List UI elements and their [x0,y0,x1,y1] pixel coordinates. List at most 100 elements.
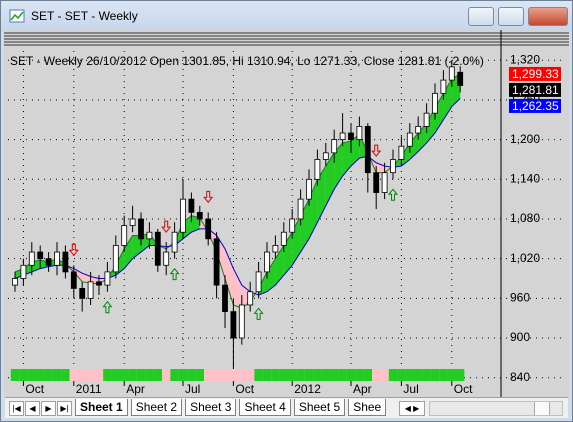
buy-arrow [387,188,399,201]
candle-body [415,125,422,134]
sheet-tab[interactable]: Sheet 2 [130,399,183,416]
sheet-tab[interactable]: Sheet 1 [75,399,128,416]
price-label: 1,281.81 [512,83,559,97]
regime-strip [195,369,204,381]
regime-strip [363,369,372,381]
candle-body [255,271,262,293]
candle-body [306,178,312,200]
regime-strip [61,369,70,381]
candle-body [163,251,170,266]
regime-strip [78,369,87,381]
candle-body [364,125,371,174]
sell-arrow [68,243,79,257]
y-tick-label: 840 [510,370,530,384]
y-tick-label: 900 [510,330,530,344]
candle-body [373,172,380,193]
regime-strip [128,369,137,381]
regime-strip [439,369,448,381]
x-tick-label: Apr [126,382,145,396]
x-tick-label: Jul [185,382,200,396]
regime-strip [254,369,263,381]
price-label: 1,262.35 [512,99,559,113]
x-tick-label: 2011 [76,382,102,396]
band-fill [267,258,276,292]
regime-strip [153,369,162,381]
regime-strip [237,369,246,381]
maximize-button[interactable] [498,7,524,26]
candle-body [154,231,161,266]
regime-strip [304,369,314,381]
candle-body [432,92,438,114]
candle-body [348,132,354,141]
regime-strip [338,369,347,381]
candle-body [289,218,296,233]
prev-sheet-button[interactable]: ◀ [25,401,40,416]
candle-body [448,66,455,81]
sheet-tab[interactable]: Shee [348,399,387,416]
candle-body [264,251,270,273]
regime-strip [372,369,381,381]
candle-body [96,281,102,286]
regime-strip [414,369,423,381]
band-fill [107,265,116,279]
x-tick-label: Apr [353,382,372,396]
y-tick-label: 960 [510,291,530,305]
sheet-tab[interactable]: Sheet 5 [293,399,346,416]
regime-strip [346,369,356,381]
regime-strip [220,369,230,381]
regime-strip [136,369,146,381]
price-label-box [509,98,561,113]
header-band [4,48,569,51]
regime-strip [10,369,20,381]
horizontal-scrollbar[interactable] [429,401,563,416]
sheet-tab[interactable]: Sheet 3 [185,399,237,416]
regime-strip [111,369,120,381]
tab-scroll[interactable]: ◀ ▶ [399,401,425,416]
regime-strip [52,369,62,381]
regime-strip [405,369,414,381]
candle-body [331,139,338,154]
window-title: SET - SET - Weekly [31,9,138,23]
sell-arrow [371,144,382,157]
y-tick-label: 1,020 [510,251,540,265]
regime-strip [430,369,440,381]
sheet-tabs: |◀ ◀ ▶ ▶| Sheet 1 Sheet 2 Sheet 3 Sheet 4 Sh… [5,397,568,418]
candle-body [297,198,304,220]
x-tick-label: 2012 [294,382,321,396]
x-tick-label: Oct [235,382,254,396]
band-fill [233,268,242,309]
plot-background [4,30,569,397]
band-fill [401,142,410,167]
candle-body [129,218,136,226]
candle-body [37,251,44,260]
sell-arrow [161,220,172,233]
candle-body [272,245,279,253]
candle-body [121,225,128,246]
regime-strip [313,369,322,381]
candle-body [205,218,212,240]
sheet-tab[interactable]: Sheet 4 [239,399,291,416]
regime-strip [27,369,36,381]
candle-body [423,112,430,127]
last-sheet-button[interactable]: ▶| [57,401,72,416]
regime-strip [44,369,53,381]
regime-strip [330,369,339,381]
regime-strip [187,369,196,381]
candle-body [440,79,447,94]
candle-body [20,264,27,279]
regime-strip [86,369,95,381]
regime-strip [355,369,364,381]
band-fill [191,215,200,233]
minimize-button[interactable] [468,7,494,26]
buy-arrow [102,300,113,314]
candle-body [222,284,228,312]
close-button[interactable] [528,7,568,26]
scroll-thumb[interactable] [534,402,550,415]
band-fill [376,162,385,173]
regime-strip [204,369,213,381]
first-sheet-button[interactable]: |◀ [9,401,24,416]
candle-body [171,231,178,253]
next-sheet-button[interactable]: ▶ [41,401,56,416]
candle-body [45,258,52,266]
app-icon [9,9,25,23]
